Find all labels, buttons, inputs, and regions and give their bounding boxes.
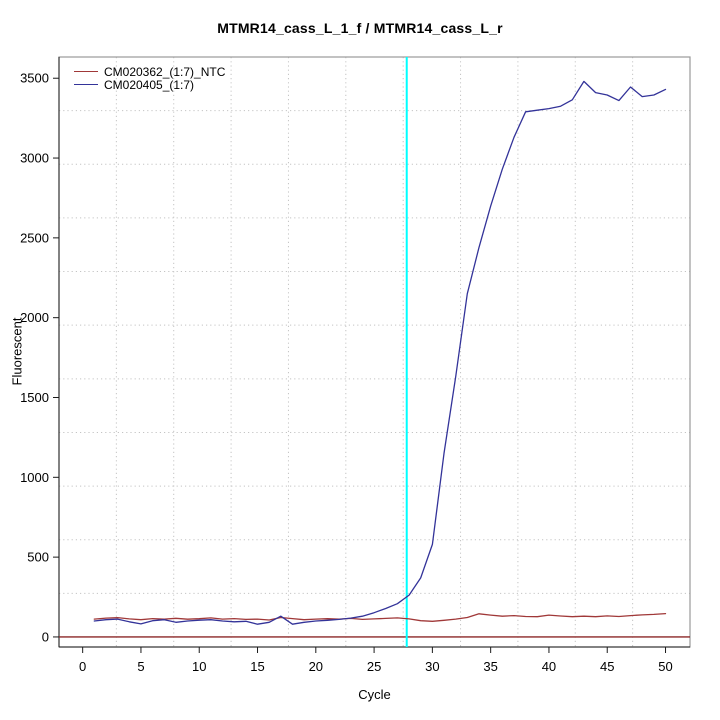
y-tick-label: 1500 xyxy=(20,390,49,405)
x-tick-label: 10 xyxy=(192,659,206,674)
y-tick-label: 3500 xyxy=(20,71,49,86)
y-tick-label: 2000 xyxy=(20,310,49,325)
y-tick-label: 1000 xyxy=(20,470,49,485)
series-line-ntc xyxy=(93,612,667,622)
x-tick-label: 20 xyxy=(309,659,323,674)
legend: CM020362_(1:7)_NTC CM020405_(1:7) xyxy=(74,64,226,92)
y-tick-label: 2500 xyxy=(20,230,49,245)
legend-item-cm020405: CM020405_(1:7) xyxy=(74,77,225,92)
x-tick-label: 35 xyxy=(483,659,497,674)
x-tick-label: 50 xyxy=(658,659,672,674)
x-tick-label: 25 xyxy=(367,659,381,674)
x-tick-label: 5 xyxy=(137,659,144,674)
series-line-cm020405 xyxy=(93,80,667,625)
y-tick-label: 0 xyxy=(42,629,49,644)
legend-label-cm020405: CM020405_(1:7) xyxy=(104,77,195,92)
x-axis-title: Cycle xyxy=(358,687,391,702)
legend-line-sample-cm020405 xyxy=(74,84,98,85)
chart-title: MTMR14_cass_L_1_f / MTMR14_cass_L_r xyxy=(217,20,503,36)
legend-label-ntc: CM020362_(1:7)_NTC xyxy=(104,64,226,79)
plot-border xyxy=(58,56,691,648)
x-tick-label: 30 xyxy=(425,659,439,674)
legend-line-sample-ntc xyxy=(74,71,98,72)
y-tick-label: 3000 xyxy=(20,151,49,166)
x-tick-label: 15 xyxy=(250,659,264,674)
x-tick-label: 40 xyxy=(542,659,556,674)
legend-item-ntc: CM020362_(1:7)_NTC xyxy=(74,64,226,79)
x-tick-label: 45 xyxy=(600,659,614,674)
x-tick-label: 0 xyxy=(79,659,86,674)
y-tick-label: 500 xyxy=(27,550,49,565)
